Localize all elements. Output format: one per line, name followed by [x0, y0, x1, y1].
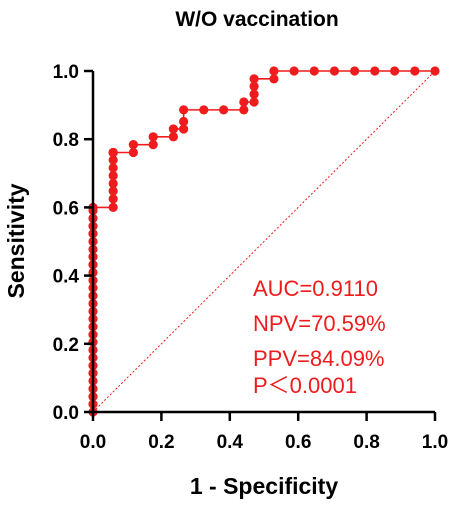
roc-point [390, 66, 400, 76]
roc-point [249, 89, 259, 99]
stats-annotations: AUC=0.9110 NPV=70.59% PPV=84.09% P＜0.000… [253, 276, 386, 398]
roc-point [128, 147, 138, 158]
roc-point [219, 105, 229, 115]
axes [91, 71, 435, 414]
roc-point [239, 105, 249, 115]
y-tick-label: 1.0 [53, 62, 79, 83]
roc-point [370, 66, 380, 76]
auc-annotation: AUC=0.9110 [253, 276, 378, 301]
chart-title: W/O vaccination [175, 8, 338, 31]
x-tick-label: 0.6 [285, 432, 311, 453]
npv-annotation: NPV=70.59% [253, 311, 386, 336]
y-tick-label: 0.8 [53, 130, 79, 151]
roc-point [410, 66, 420, 76]
x-axis-title: 1 - Specificity [190, 473, 338, 499]
roc-point [108, 202, 118, 212]
ticks: 0.00.0 0.2 0.2 0.4 0.4 0.6 0.6 0.8 0.8 1.0 1.0 [53, 62, 449, 453]
roc-point [329, 66, 340, 76]
roc-point [168, 124, 178, 134]
roc-point [108, 171, 118, 181]
plot-area [88, 66, 440, 417]
x-tick-label: 0.8 [353, 432, 379, 453]
roc-point [350, 66, 360, 76]
x-tick-label: 0.4 [217, 432, 244, 453]
roc-point [269, 74, 279, 84]
roc-point [108, 194, 118, 204]
roc-point [239, 97, 249, 107]
reference-line [92, 70, 436, 413]
p-value-annotation: P＜0.0001 [253, 373, 357, 398]
y-tick-label: 0.6 [53, 198, 79, 219]
y-tick-label: 0.4 [53, 267, 80, 288]
roc-point [148, 140, 158, 150]
roc-point [179, 116, 189, 127]
roc-point [128, 140, 138, 150]
ppv-annotation: PPV=84.09% [253, 346, 384, 371]
roc-point [108, 178, 118, 189]
roc-point [108, 163, 118, 173]
roc-point [249, 81, 259, 91]
roc-point [108, 155, 118, 165]
roc-point [289, 66, 299, 76]
roc-point [148, 132, 158, 142]
roc-point [179, 105, 189, 115]
roc-point [309, 66, 319, 76]
roc-point [199, 105, 209, 115]
y-axis-title: Sensitivity [3, 183, 29, 298]
roc-point [108, 147, 118, 158]
y-tick-label: 0.0 [53, 403, 79, 424]
roc-point [269, 66, 279, 76]
roc-point [179, 124, 189, 134]
y-tick-label: 0.2 [53, 335, 79, 356]
roc-point [108, 186, 118, 196]
roc-point [168, 132, 178, 142]
roc-point [430, 66, 440, 76]
roc-point [249, 97, 259, 107]
x-tick-label: 1.0 [422, 432, 448, 453]
x-tick-label: 0.2 [148, 432, 174, 453]
roc-point [249, 74, 259, 84]
x-tick-label: 0.0 [80, 432, 106, 453]
